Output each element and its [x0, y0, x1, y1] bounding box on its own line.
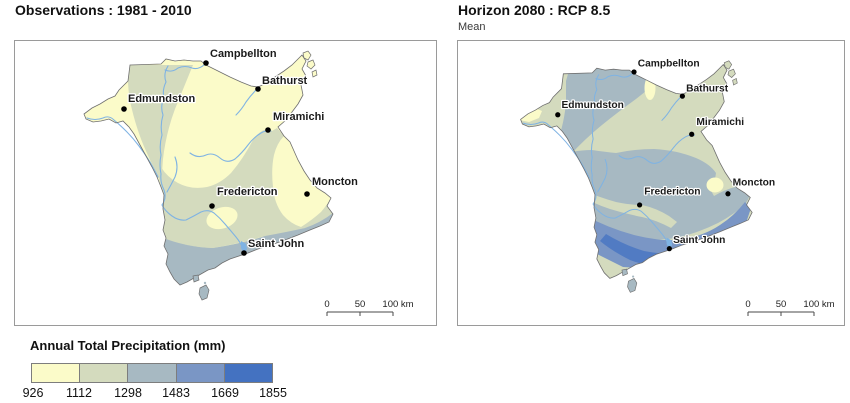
- right-map-title: Horizon 2080 : RCP 8.5: [458, 2, 611, 18]
- legend-cell-1112-1298: [80, 363, 129, 383]
- legend-color-bar: [31, 363, 274, 383]
- legend-cell-1669-1855: [224, 363, 274, 383]
- zone-yellow-oval-fredericton: [206, 206, 238, 230]
- horizon-2080-map-frame: [457, 40, 845, 326]
- legend-cell-1483-1669: [176, 363, 225, 383]
- legend-tick-1483: 1483: [162, 386, 190, 400]
- legend-tick-926: 926: [22, 386, 44, 400]
- legend-title: Annual Total Precipitation (mm): [30, 338, 226, 353]
- legend-cell-926-1112: [31, 363, 81, 383]
- zone-gray-northwest-band: [553, 64, 663, 168]
- observations-map: Campbellton Bathurst Edmundston Miramich…: [83, 46, 415, 317]
- zone-sage-strip-fredericton: [578, 189, 677, 228]
- left-map-title: Observations : 1981 - 2010: [15, 2, 192, 18]
- legend-cell-1298-1483: [128, 363, 177, 383]
- legend-tick-1669: 1669: [211, 386, 239, 400]
- right-map-subtitle: Mean: [458, 21, 486, 33]
- observations-map-frame: Campbellton Bathurst Edmundston Miramich…: [14, 40, 437, 326]
- legend-tick-1112: 1112: [66, 386, 92, 400]
- zone-yellow-oval-moncton: [706, 177, 724, 193]
- zone-yellow-west-tip: [520, 108, 542, 122]
- legend-tick-1855: 1855: [259, 386, 287, 400]
- horizon-2080-map: [520, 57, 836, 317]
- legend-tick-1298: 1298: [114, 386, 142, 400]
